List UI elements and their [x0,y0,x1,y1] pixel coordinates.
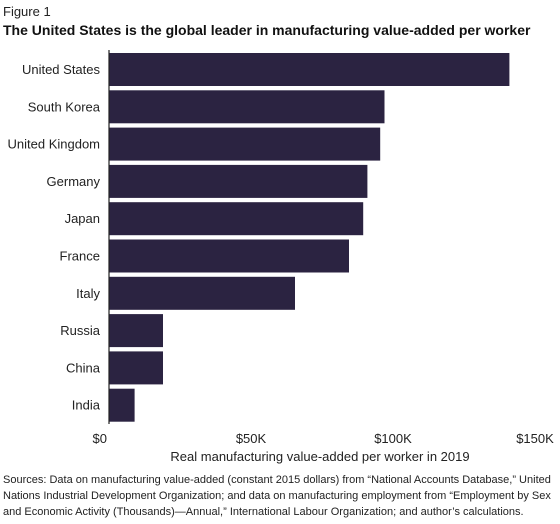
bar-india [109,388,135,422]
category-label: Japan [65,211,100,226]
chart-title: The United States is the global leader i… [3,22,531,38]
category-label: Germany [47,174,101,189]
x-tick-label: $150K [516,431,554,446]
category-label: South Korea [28,99,101,114]
category-label: Russia [60,323,101,338]
category-labels: United States South Korea United Kingdom Ge… [8,62,101,413]
bar-japan [109,202,364,236]
bar-china [109,351,163,385]
x-tick-labels: $0 $50K $100K $150K [93,431,555,446]
category-label: France [60,249,100,264]
bar-united-kingdom [109,127,381,161]
bar-germany [109,164,368,198]
category-label: United States [22,62,101,77]
bar-italy [109,276,295,310]
category-label: India [72,398,101,413]
bar-russia [109,314,163,348]
category-label: China [66,360,101,375]
source-note: Sources: Data on manufacturing value-add… [3,474,551,518]
bar-chart: United States South Korea United Kingdom Ge… [8,50,555,464]
x-axis-title: Real manufacturing value-added per worke… [170,449,469,464]
x-tick-label: $100K [374,431,412,446]
bar-united-states [109,53,510,86]
category-label: United Kingdom [8,137,101,152]
category-label: Italy [76,286,100,301]
bar-south-korea [109,90,385,124]
x-tick-label: $50K [236,431,267,446]
bars-group [109,53,510,422]
figure-label: Figure 1 [3,4,51,19]
x-tick-label: $0 [93,431,107,446]
bar-france [109,239,349,273]
